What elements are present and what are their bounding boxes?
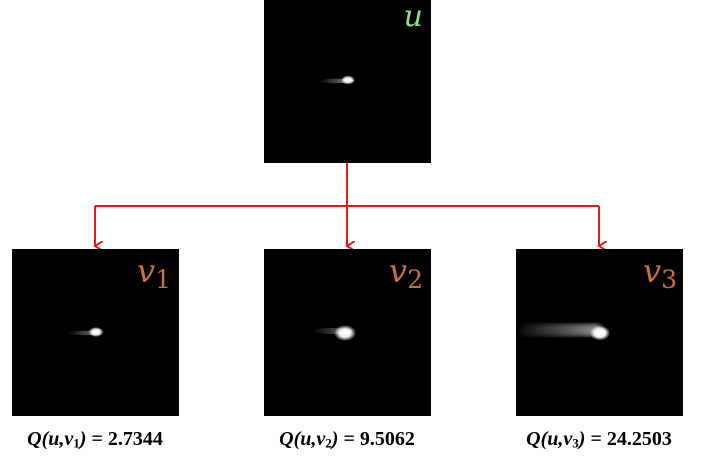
caption-q-u-v2: Q(u,v2) = 9.5062 xyxy=(279,428,415,451)
comet-head xyxy=(341,75,355,85)
target-label-v1: v1 xyxy=(137,252,171,295)
source-image-u: u xyxy=(264,0,431,163)
comet-streak xyxy=(312,325,356,341)
target-image-v2: v2 xyxy=(264,249,431,416)
comet-streak xyxy=(318,75,355,85)
comet-streak xyxy=(520,324,610,341)
comet-tail xyxy=(520,324,602,336)
target-image-v1: v1 xyxy=(12,249,179,416)
target-image-v3: v3 xyxy=(516,249,683,416)
caption-q-u-v3: Q(u,v3) = 24.2503 xyxy=(526,428,672,451)
comet-head xyxy=(88,327,104,337)
caption-q-u-v1: Q(u,v1) = 2.7344 xyxy=(27,428,163,451)
comet-head xyxy=(334,325,356,341)
target-label-v3: v3 xyxy=(643,252,677,295)
target-label-v2: v2 xyxy=(389,252,423,295)
source-label: u xyxy=(403,0,423,34)
comet-head xyxy=(590,325,610,341)
comet-streak xyxy=(67,327,104,337)
